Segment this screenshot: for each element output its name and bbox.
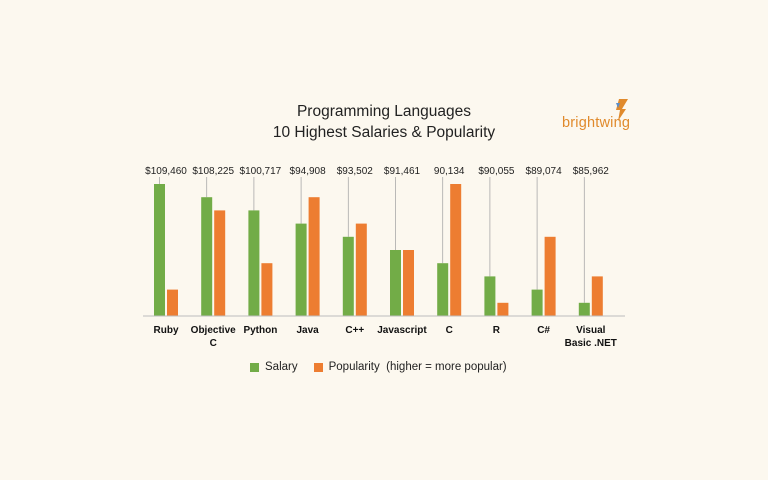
category-tick-label: Java [296,325,319,336]
legend-item-salary: Salary [250,361,298,373]
category-tick-label: Basic .NET [565,338,617,349]
bar-salary [201,197,213,316]
bar-popularity [214,210,226,316]
salary-data-label: $85,962 [573,166,610,177]
bar-salary [390,250,401,316]
category-tick-label: Objective [191,325,236,336]
bar-salary [437,263,449,316]
bar-popularity [403,250,414,316]
category-tick-label: Python [243,325,277,336]
salary-data-label: $94,908 [290,166,327,177]
category-tick-label: C# [537,325,550,336]
bar-salary [342,236,354,316]
bar-salary [484,276,496,316]
brand-name: brightwing [562,115,631,131]
category-tick-label: Javascript [377,325,427,336]
bar-salary [295,223,307,316]
salary-data-label: $108,225 [192,166,234,177]
legend-label-popularity: Popularity (higher = more popular) [328,361,507,373]
category-tick-label: C [446,325,453,336]
category-tick-label: R [493,325,501,336]
salary-data-label: $93,502 [337,166,374,177]
bar-salary [578,302,590,316]
bar-popularity [308,197,320,316]
bar-popularity [544,236,556,316]
brightwing-logo: brightwing [562,97,638,139]
legend-swatch-salary [250,362,259,372]
bar-popularity [261,263,273,316]
bar-popularity [450,184,462,316]
bar-salary [248,210,260,316]
legend-label-salary: Salary [265,361,298,373]
salary-data-label: $100,717 [240,166,282,177]
category-tick-label: C++ [345,325,364,336]
category-tick-label: Visual [576,325,605,336]
category-tick-label: Ruby [154,325,179,336]
bar-popularity [355,223,367,316]
salary-data-label: $91,461 [384,166,421,177]
salary-data-label: $89,074 [526,166,563,177]
bar-popularity [167,289,178,316]
chart-title: Programming Languages [296,103,472,120]
salary-data-label: $90,055 [478,166,515,177]
bar-salary [531,289,543,316]
category-tick-label: C [210,338,217,349]
legend-swatch-popularity [313,362,323,372]
bar-popularity [497,302,509,316]
salary-data-label: 90,134 [434,166,465,177]
legend: Salary Popularity (higher = more popular… [250,361,523,373]
chart-subtitle: 10 Highest Salaries & Popularity [272,124,496,141]
salary-data-label: $109,460 [145,166,187,177]
legend-item-popularity: Popularity (higher = more popular) [313,361,507,373]
bar-salary [154,184,165,316]
wing-icon [616,99,628,121]
bar-popularity [591,276,603,316]
